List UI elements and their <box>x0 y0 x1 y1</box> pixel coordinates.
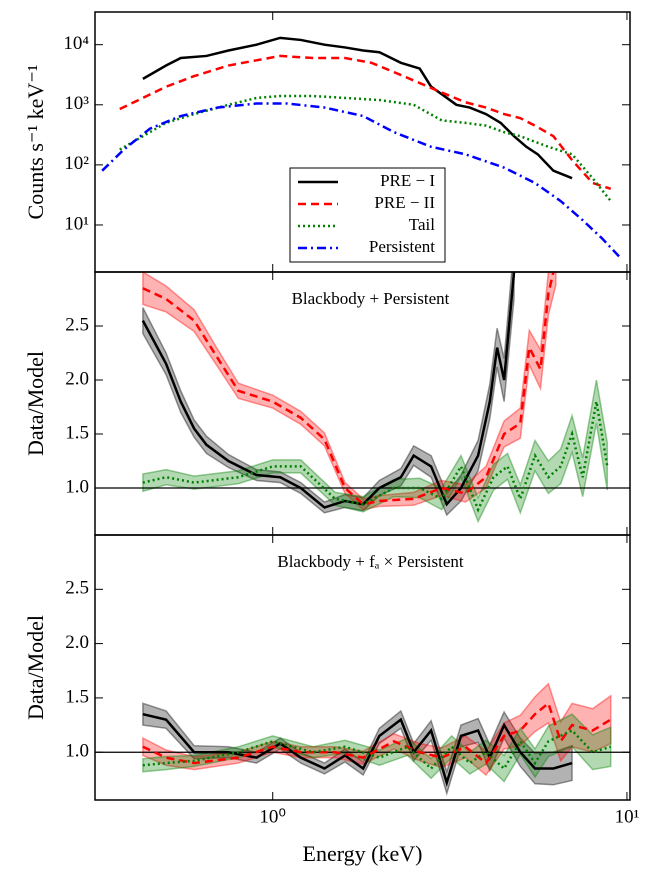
y-tick-label: 1.0 <box>65 741 89 762</box>
series-line <box>142 36 573 180</box>
plot-area <box>95 272 630 524</box>
axes-frame <box>94 534 631 801</box>
y-tick-label: 1.5 <box>65 422 89 443</box>
y-tick-label: 2.5 <box>65 314 89 335</box>
series-line <box>119 54 612 190</box>
annotation: Blackbody + fₐ × Persistent <box>277 552 464 571</box>
error-band <box>142 272 515 517</box>
plot-area <box>101 36 620 258</box>
y-axis-label: Data/Model <box>23 615 48 720</box>
y-tick-label: 2.5 <box>65 578 89 599</box>
y-tick-label: 2.0 <box>65 632 89 653</box>
error-band <box>142 272 557 511</box>
legend-label: Tail <box>409 215 435 234</box>
series-line <box>142 701 612 765</box>
x-tick-label: 10⁰ <box>259 806 286 827</box>
y-axis-label: Data/Model <box>23 351 48 456</box>
legend-label: Persistent <box>369 237 435 256</box>
y-axis-label: Counts s⁻¹ keV⁻¹ <box>23 65 48 220</box>
legend-label: PRE − II <box>374 193 435 212</box>
y-tick-label: 1.5 <box>65 686 89 707</box>
series-line <box>142 401 609 513</box>
y-tick-label: 10⁴ <box>63 33 89 54</box>
y-tick-label: 10² <box>64 153 89 174</box>
y-tick-label: 1.0 <box>65 476 89 497</box>
legend-box <box>289 167 446 263</box>
x-axis-label: Energy (keV) <box>303 841 423 866</box>
series-line <box>142 272 555 506</box>
annotation: Blackbody + Persistent <box>292 289 450 308</box>
y-tick-label: 2.0 <box>65 368 89 389</box>
x-tick-label: 10¹ <box>615 806 640 827</box>
error-band <box>142 713 612 783</box>
y-tick-label: 10¹ <box>64 213 89 234</box>
series-line <box>101 102 620 258</box>
y-tick-label: 10³ <box>64 93 89 114</box>
plot-area <box>95 682 630 797</box>
legend-label: PRE − I <box>380 171 435 190</box>
